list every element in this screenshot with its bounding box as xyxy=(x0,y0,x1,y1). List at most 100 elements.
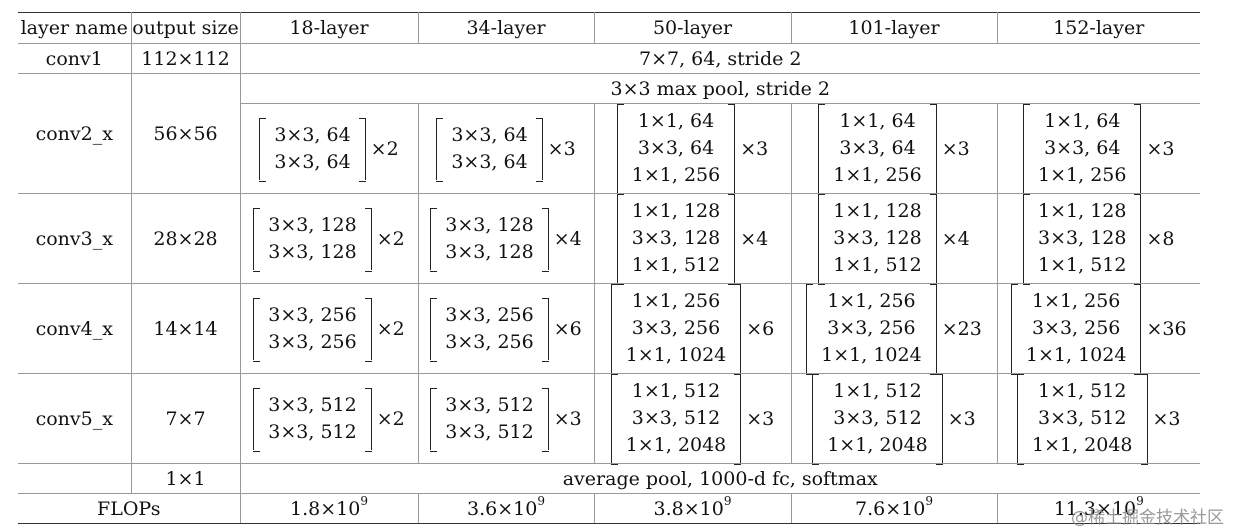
block-multiplier: ×3 xyxy=(740,137,769,160)
stage-row: conv5_x 7×7 3×3, 512 3×3, 512 ×2 3×3, 512 3… xyxy=(18,373,1200,465)
block-layer-line: 3×3, 64 xyxy=(839,137,916,159)
stage-row: conv3_x 28×28 3×3, 128 3×3, 128 ×2 3×3, 12… xyxy=(18,193,1200,285)
block-multiplier: ×3 xyxy=(547,137,576,160)
conv4-name: conv4_x xyxy=(18,283,132,374)
conv1-name: conv1 xyxy=(18,43,132,74)
residual-block: 3×3, 512 3×3, 512 ×2 xyxy=(253,387,405,452)
conv2-name: conv2_x xyxy=(18,73,132,194)
block-layer-line: 3×3, 128 xyxy=(631,227,721,249)
block-cell: 1×1, 512 3×3, 512 1×1, 2048 ×3 xyxy=(593,373,792,465)
block-multiplier: ×8 xyxy=(1146,227,1175,250)
block-layer-line: 1×1, 1024 xyxy=(821,344,922,366)
block-bracket: 3×3, 512 3×3, 512 xyxy=(430,387,550,452)
stage-row: 3×3, 64 3×3, 64 ×2 3×3, 64 3×3, 64 ×3 1×1, 6… xyxy=(18,103,1200,195)
conv1-row: conv1 112×112 7×7, 64, stride 2 xyxy=(18,43,1200,74)
block-layer-line: 1×1, 2048 xyxy=(1031,434,1133,456)
block-layer-line: 1×1, 256 xyxy=(1038,164,1127,186)
residual-block: 3×3, 256 3×3, 256 ×2 xyxy=(253,297,405,362)
block-layer-line: 1×1, 256 xyxy=(827,290,916,312)
block-layer-line: 3×3, 512 xyxy=(268,420,357,443)
block-layer-line: 3×3, 256 xyxy=(1031,317,1121,339)
block-layer-line: 1×1, 1024 xyxy=(625,344,727,366)
block-layer-line: 3×3, 256 xyxy=(445,303,534,326)
block-layer-line: 1×1, 256 xyxy=(1031,290,1121,312)
flops-exponent: 9 xyxy=(723,493,732,508)
block-layer-line: 1×1, 64 xyxy=(839,110,916,132)
block-layer-line: 3×3, 64 xyxy=(1044,137,1121,159)
maxpool-row: conv2_x 56×56 3×3 max pool, stride 2 xyxy=(18,73,1200,194)
final-output: 1×1 xyxy=(130,463,241,494)
block-layer-line: 1×1, 64 xyxy=(637,110,715,132)
block-layer-line: 3×3, 64 xyxy=(274,123,351,146)
residual-block: 1×1, 256 3×3, 256 1×1, 1024 ×36 xyxy=(1010,284,1187,375)
block-multiplier: ×6 xyxy=(553,317,582,340)
maxpool-spec: 3×3 max pool, stride 2 xyxy=(239,73,1200,104)
residual-block: 3×3, 64 3×3, 64 ×2 xyxy=(259,117,399,182)
block-cell: 1×1, 512 3×3, 512 1×1, 2048 ×3 xyxy=(996,373,1200,465)
residual-block: 1×1, 512 3×3, 512 1×1, 2048 ×3 xyxy=(610,374,774,465)
conv2-output: 56×56 xyxy=(130,73,241,194)
block-cell: 1×1, 64 3×3, 64 1×1, 256 ×3 xyxy=(790,103,998,195)
residual-block: 1×1, 512 3×3, 512 1×1, 2048 ×3 xyxy=(812,374,976,465)
block-layer-line: 1×1, 512 xyxy=(631,254,721,276)
block-bracket: 1×1, 128 3×3, 128 1×1, 512 xyxy=(1023,194,1142,285)
block-layer-line: 1×1, 512 xyxy=(833,254,922,276)
residual-block: 1×1, 128 3×3, 128 1×1, 512 ×4 xyxy=(616,194,769,285)
block-cell: 3×3, 128 3×3, 128 ×4 xyxy=(417,193,595,284)
block-cell: 3×3, 512 3×3, 512 ×2 xyxy=(239,373,419,464)
residual-block: 1×1, 128 3×3, 128 1×1, 512 ×4 xyxy=(818,194,970,285)
header-34-layer: 34-layer xyxy=(417,12,595,44)
block-cell: 1×1, 128 3×3, 128 1×1, 512 ×4 xyxy=(790,193,998,285)
residual-block: 1×1, 64 3×3, 64 1×1, 256 ×3 xyxy=(818,104,970,195)
header-101-layer: 101-layer xyxy=(790,12,998,44)
block-layer-line: 3×3, 64 xyxy=(451,150,528,173)
block-bracket: 1×1, 256 3×3, 256 1×1, 1024 xyxy=(806,284,937,375)
block-layer-line: 3×3, 512 xyxy=(1038,407,1127,429)
block-bracket: 3×3, 512 3×3, 512 xyxy=(253,387,373,452)
block-bracket: 3×3, 128 3×3, 128 xyxy=(430,207,550,272)
block-cell: 3×3, 256 3×3, 256 ×2 xyxy=(239,283,419,374)
block-multiplier: ×2 xyxy=(376,317,405,340)
residual-block: 1×1, 512 3×3, 512 1×1, 2048 ×3 xyxy=(1016,374,1181,465)
block-cell: 3×3, 128 3×3, 128 ×2 xyxy=(239,193,419,284)
final-spec: average pool, 1000-d fc, softmax xyxy=(239,463,1200,494)
block-layer-line: 3×3, 128 xyxy=(268,240,357,263)
block-layer-line: 3×3, 64 xyxy=(451,123,528,146)
block-layer-line: 1×1, 256 xyxy=(833,164,922,186)
header-50-layer: 50-layer xyxy=(593,12,792,44)
flops-mantissa: 3.8×10 xyxy=(653,497,724,520)
block-cell: 1×1, 256 3×3, 256 1×1, 1024 ×6 xyxy=(593,283,792,375)
conv5-output: 7×7 xyxy=(130,373,241,464)
block-layer-line: 1×1, 128 xyxy=(833,200,922,222)
block-bracket: 3×3, 256 3×3, 256 xyxy=(430,297,550,362)
block-layer-line: 3×3, 256 xyxy=(631,317,721,339)
block-bracket: 1×1, 512 3×3, 512 1×1, 2048 xyxy=(1016,374,1148,465)
block-layer-line: 1×1, 64 xyxy=(1044,110,1121,132)
residual-block: 3×3, 128 3×3, 128 ×4 xyxy=(430,207,582,272)
block-layer-line: 1×1, 2048 xyxy=(827,434,928,456)
block-cell: 3×3, 64 3×3, 64 ×3 xyxy=(417,103,595,194)
block-layer-line: 3×3, 128 xyxy=(445,240,534,263)
flops-label: FLOPs xyxy=(18,493,241,524)
block-multiplier: ×4 xyxy=(740,227,769,250)
flops-cell: 1.8×109 xyxy=(239,493,419,524)
flops-mantissa: 1.8×10 xyxy=(290,497,361,520)
flops-row: FLOPs 1.8×109 3.6×109 3.8×109 7.6×109 11… xyxy=(18,493,1200,524)
block-bracket: 1×1, 128 3×3, 128 1×1, 512 xyxy=(616,194,736,285)
flops-exponent: 9 xyxy=(537,493,545,508)
flops-cell: 3.8×109 xyxy=(593,493,792,524)
flops-mantissa: 7.6×10 xyxy=(855,497,926,520)
block-layer-line: 3×3, 256 xyxy=(268,330,357,353)
block-bracket: 1×1, 512 3×3, 512 1×1, 2048 xyxy=(610,374,742,465)
header-row: layer name output size 18-layer 34-layer… xyxy=(18,12,1200,44)
block-multiplier: ×3 xyxy=(1152,407,1181,430)
block-multiplier: ×3 xyxy=(553,407,582,430)
flops-mantissa: 11.3×10 xyxy=(1053,497,1137,520)
final-row: 1×1 average pool, 1000-d fc, softmax xyxy=(18,463,1200,494)
block-multiplier: ×4 xyxy=(553,227,582,250)
block-layer-line: 3×3, 512 xyxy=(631,407,721,429)
block-multiplier: ×3 xyxy=(947,407,976,430)
block-bracket: 1×1, 64 3×3, 64 1×1, 256 xyxy=(818,104,938,195)
block-bracket: 1×1, 64 3×3, 64 1×1, 256 xyxy=(1023,104,1142,195)
